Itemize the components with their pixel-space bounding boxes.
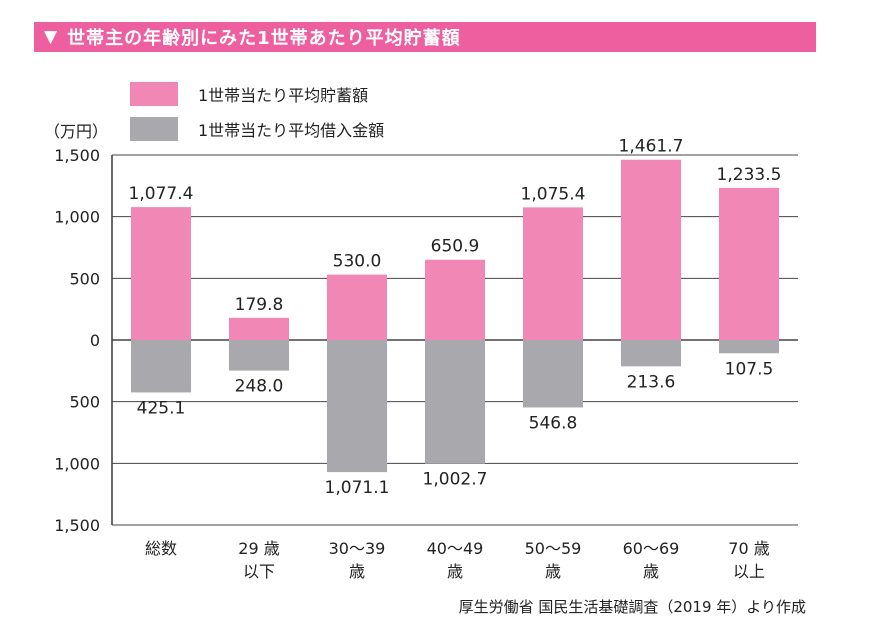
- category-label: 歳: [545, 562, 561, 581]
- category-label: 歳: [447, 562, 463, 581]
- y-tick-label: 500: [69, 269, 100, 288]
- savings-bar: [327, 274, 387, 340]
- legend-label-savings: 1世帯当たり平均貯蓄額: [198, 86, 369, 105]
- debt-value-label: 248.0: [235, 377, 284, 397]
- source-note: 厚生労働省 国民生活基礎調査（2019 年）より作成: [458, 598, 806, 616]
- category-label: 以下: [243, 562, 275, 581]
- debt-bar: [719, 340, 779, 354]
- debt-bar: [229, 340, 289, 371]
- debt-bar: [621, 340, 681, 367]
- y-tick-label: 500: [69, 393, 100, 412]
- legend-item-savings: 1世帯当たり平均貯蓄額: [130, 82, 368, 106]
- savings-value-label: 1,233.5: [717, 165, 782, 185]
- debt-bar: [327, 340, 387, 473]
- y-tick-label: 0: [90, 331, 100, 350]
- debt-bar: [523, 340, 583, 408]
- category-label: 30〜39: [329, 539, 386, 558]
- category-label: 60〜69: [623, 539, 680, 558]
- category-label: 歳: [643, 562, 659, 581]
- legend-swatch-savings: [130, 82, 178, 106]
- debt-value-label: 107.5: [725, 359, 774, 379]
- y-tick-label: 1,500: [54, 516, 100, 535]
- category-label: 70 歳: [728, 539, 769, 558]
- savings-bar: [523, 207, 583, 340]
- debt-value-label: 546.8: [529, 413, 578, 433]
- legend-label-debt: 1世帯当たり平均借入金額: [198, 121, 385, 140]
- savings-value-label: 650.9: [431, 237, 480, 257]
- savings-value-label: 1,461.7: [619, 137, 684, 157]
- legend-swatch-debt: [130, 117, 178, 141]
- category-label: 以上: [733, 562, 765, 581]
- y-tick-label: 1,000: [54, 208, 100, 227]
- savings-bar: [229, 317, 289, 340]
- y-tick-label: 1,000: [54, 454, 100, 473]
- category-label: 歳: [349, 562, 365, 581]
- savings-value-label: 179.8: [235, 295, 284, 315]
- y-tick-label: 1,500: [54, 146, 100, 165]
- debt-value-label: 1,002.7: [423, 470, 488, 490]
- triangle-down-icon: ▼: [44, 27, 58, 47]
- debt-bar: [425, 340, 485, 464]
- debt-bar: [131, 340, 191, 393]
- y-axis-unit-label: （万円）: [44, 122, 109, 141]
- category-label: 50〜59: [525, 539, 582, 558]
- debt-value-label: 213.6: [627, 372, 676, 392]
- savings-value-label: 1,075.4: [521, 184, 586, 204]
- savings-bar: [719, 187, 779, 340]
- savings-bar: [621, 159, 681, 340]
- chart-title: 世帯主の年齢別にみた1世帯あたり平均貯蓄額: [67, 28, 461, 49]
- debt-value-label: 1,071.1: [325, 478, 390, 498]
- savings-bar: [425, 259, 485, 340]
- category-label: 29 歳: [238, 539, 279, 558]
- savings-value-label: 1,077.4: [129, 184, 194, 204]
- legend-item-debt: 1世帯当たり平均借入金額: [130, 117, 384, 141]
- debt-value-label: 425.1: [137, 398, 186, 418]
- savings-bar: [131, 207, 191, 340]
- title-bar: ▼ 世帯主の年齢別にみた1世帯あたり平均貯蓄額: [34, 22, 816, 52]
- category-label: 総数: [145, 539, 177, 558]
- savings-value-label: 530.0: [333, 252, 382, 272]
- category-label: 40〜49: [427, 539, 484, 558]
